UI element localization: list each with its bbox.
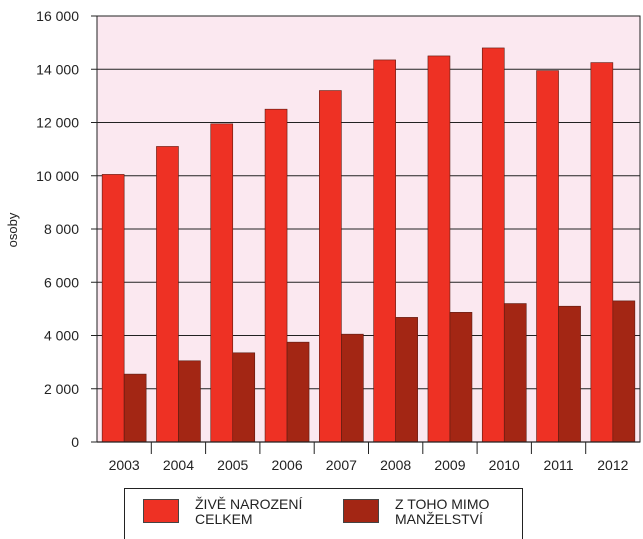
x-tick-label: 2007: [326, 457, 357, 473]
y-axis-label: osoby: [5, 212, 20, 247]
bar-live-births: [156, 146, 179, 443]
y-tick-label: 12 000: [36, 115, 79, 131]
bar-out-of-wedlock: [612, 300, 636, 443]
y-tick-labels: 0 2 000 4 000 6 000 8 000 10 000 12 000 14 000 1…: [36, 8, 79, 450]
bar-live-births: [373, 59, 396, 443]
y-tick-label: 6 000: [44, 274, 79, 290]
x-tick-label: 2009: [434, 457, 465, 473]
y-tick-label: 8 000: [44, 221, 79, 237]
x-tick-label: 2004: [163, 457, 194, 473]
bar-out-of-wedlock: [503, 303, 527, 443]
bar-out-of-wedlock: [232, 352, 256, 443]
legend: ŽIVĚ NAROZENÍ CELKEM Z TOHO MIMO MANŽELS…: [124, 488, 523, 539]
bar-live-births: [536, 70, 559, 443]
legend-label-line: MANŽELSTVÍ: [395, 511, 483, 527]
bar-live-births: [101, 174, 125, 443]
x-tick-label: 2010: [489, 457, 520, 473]
x-tick-label: 2008: [380, 457, 411, 473]
bar-out-of-wedlock: [286, 341, 310, 443]
x-tick-label: 2005: [217, 457, 248, 473]
legend-label-line: CELKEM: [195, 511, 253, 527]
x-tick-labels: 2003 2004 2005 2006 2007 2008 2009 2010 2011 2012: [109, 442, 629, 473]
legend-item-out-of-wedlock: Z TOHO MIMO MANŽELSTVÍ: [343, 497, 535, 527]
bar-chart: 0 2 000 4 000 6 000 8 000 10 000 12 000 14 000 1…: [5, 8, 641, 473]
y-tick-label: 0: [71, 434, 79, 450]
bar-out-of-wedlock: [178, 360, 201, 443]
y-tick-label: 14 000: [36, 61, 79, 77]
bar-out-of-wedlock: [558, 305, 581, 443]
bar-live-births: [210, 123, 234, 443]
bar-live-births: [481, 47, 505, 443]
legend-label-line: ŽIVĚ NAROZENÍ: [195, 496, 303, 512]
legend-label-live-births: ŽIVĚ NAROZENÍ CELKEM: [195, 497, 335, 527]
bar-live-births: [264, 108, 288, 443]
legend-item-live-births: ŽIVĚ NAROZENÍ CELKEM: [143, 497, 335, 527]
bar-out-of-wedlock: [123, 373, 147, 443]
bar-out-of-wedlock: [341, 333, 364, 443]
x-tick-label: 2012: [597, 457, 628, 473]
x-tick-label: 2006: [271, 457, 302, 473]
bar-out-of-wedlock: [449, 312, 473, 443]
legend-swatch-out-of-wedlock: [343, 499, 379, 523]
y-tick-label: 2 000: [44, 381, 79, 397]
legend-swatch-live-births: [143, 499, 179, 523]
y-tick-label: 16 000: [36, 8, 79, 24]
bar-live-births: [319, 90, 342, 443]
bar-live-births: [427, 55, 451, 443]
bar-live-births: [590, 62, 614, 443]
legend-label-line: Z TOHO MIMO: [395, 496, 490, 512]
x-tick-label: 2011: [543, 457, 573, 473]
y-tick-label: 4 000: [44, 328, 79, 344]
y-tick-label: 10 000: [36, 168, 79, 184]
bar-out-of-wedlock: [395, 317, 418, 443]
legend-label-out-of-wedlock: Z TOHO MIMO MANŽELSTVÍ: [395, 497, 535, 527]
x-tick-label: 2003: [109, 457, 140, 473]
